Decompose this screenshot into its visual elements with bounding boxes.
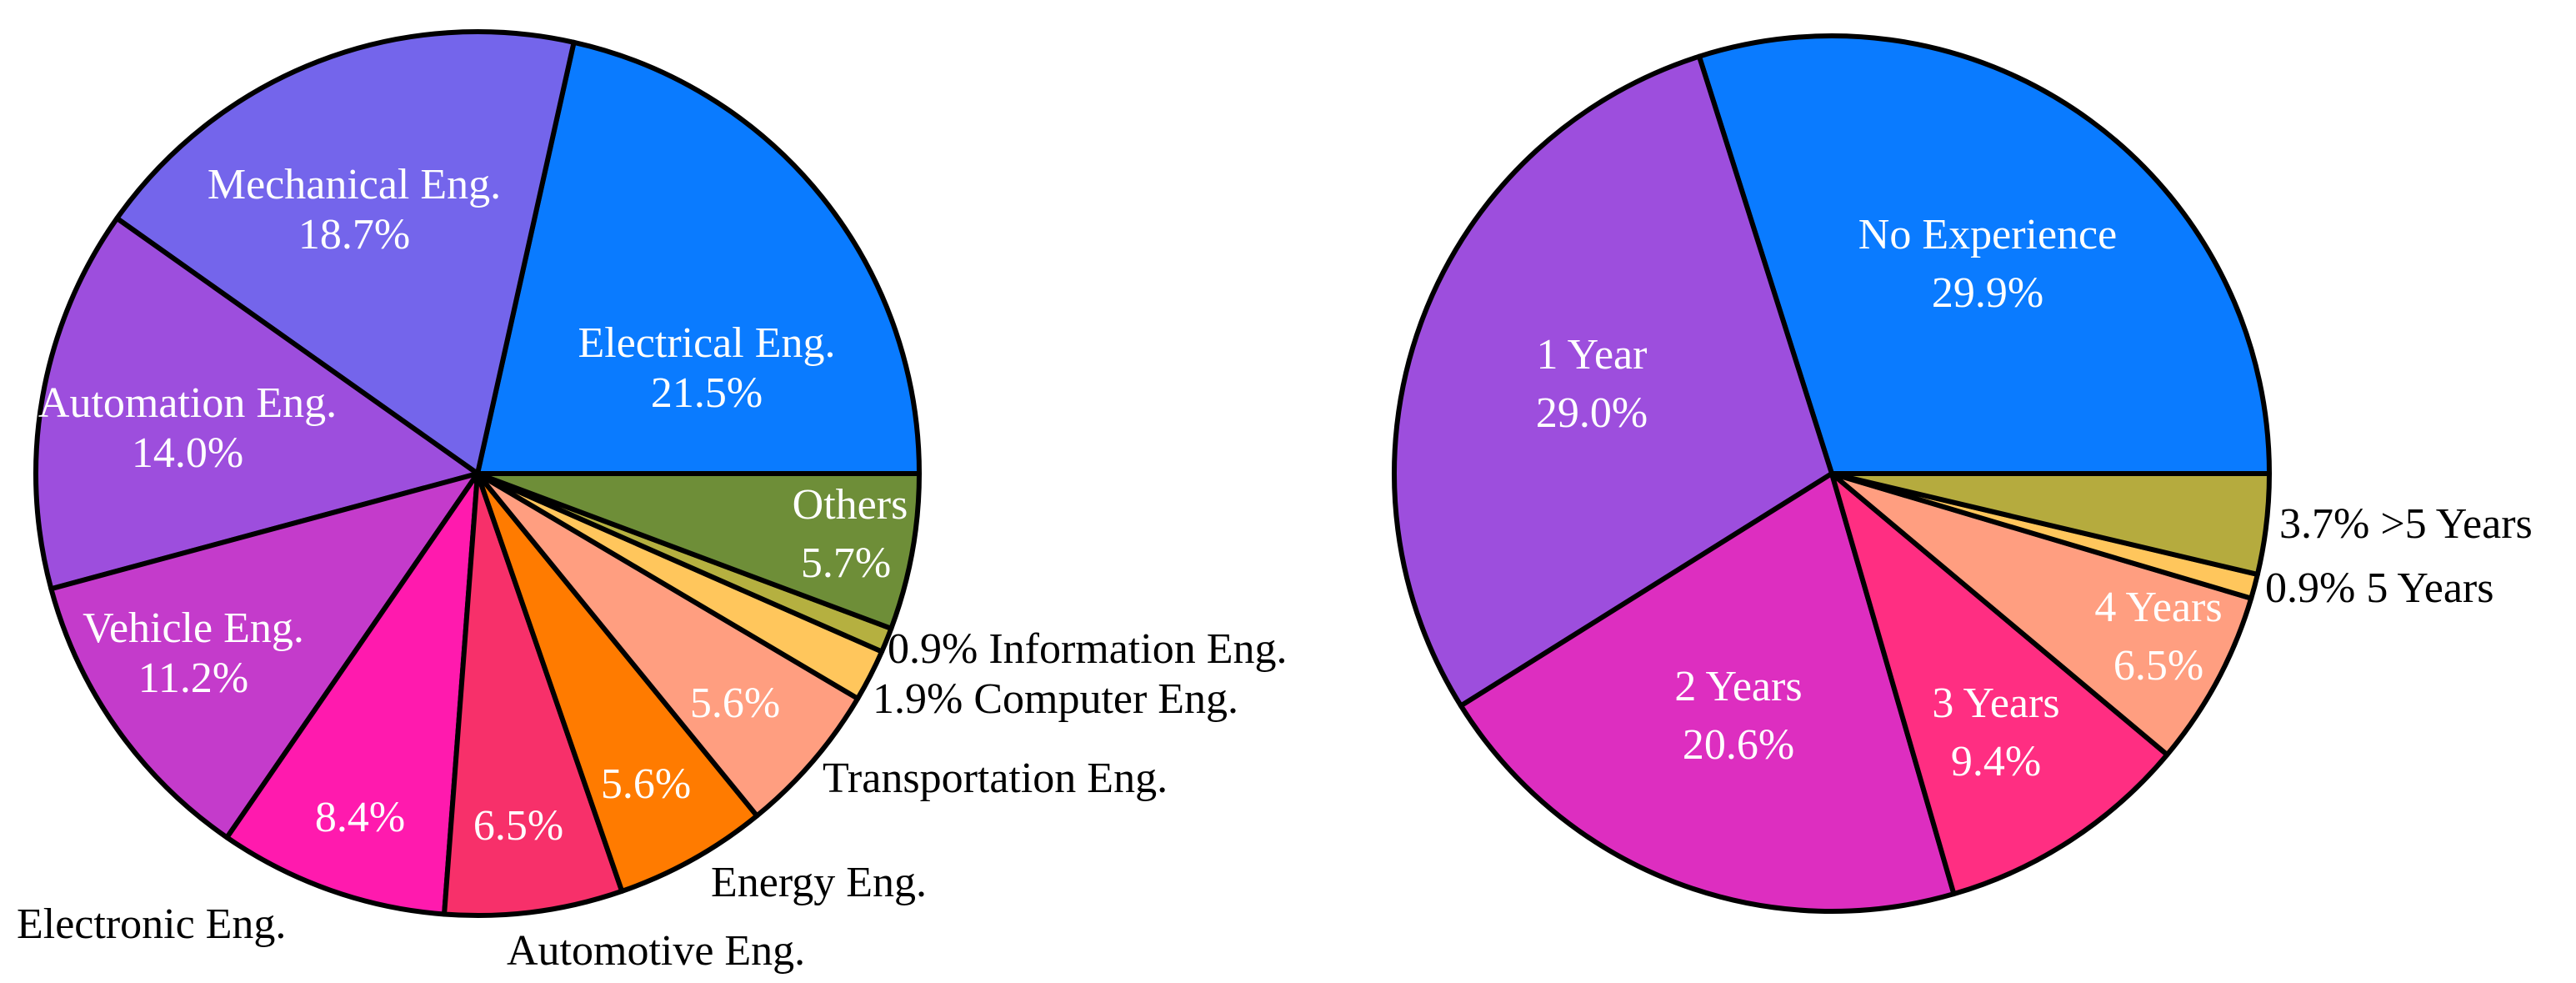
label-computer: 1.9% Computer Eng. — [873, 675, 1238, 723]
label-energy-pct: 5.6% — [601, 760, 691, 808]
label-no-experience-name: No Experience — [1858, 211, 2117, 258]
label-one-year-name: 1 Year — [1537, 331, 1648, 379]
label-mechanical-pct: 18.7% — [298, 211, 410, 258]
label-others-name: Others — [793, 481, 908, 529]
pie-slice-electronic-eng — [224, 471, 480, 917]
label-one-year-pct: 29.0% — [1536, 389, 1648, 437]
label-electrical-pct: 21.5% — [651, 369, 763, 417]
pie-slice-automation-eng — [33, 215, 480, 592]
label-automotive-pct: 6.5% — [473, 802, 563, 850]
label-transportation-name: Transportation Eng. — [823, 755, 1168, 802]
label-four-years-pct: 6.5% — [2113, 642, 2203, 690]
label-four-years-name: 4 Years — [2094, 584, 2222, 631]
label-transportation-pct: 5.6% — [690, 680, 780, 727]
label-energy-name: Energy Eng. — [711, 859, 927, 906]
pie-slice-mechanical-eng — [114, 29, 577, 476]
label-mechanical-name: Mechanical Eng. — [208, 161, 501, 208]
experience-pie-labels: No Experience 29.9% 1 Year 29.0% 2 Years… — [1536, 211, 2533, 785]
pie-slice-1-year — [1392, 53, 1834, 709]
pie-slice-no-experience — [1696, 33, 2272, 476]
pie-slice-3-years — [1829, 471, 2170, 897]
pie-slice-others — [475, 471, 922, 631]
pie-slice-4-years — [1829, 471, 2254, 758]
label-electrical-name: Electrical Eng. — [578, 319, 836, 367]
label-electronic-name: Electronic Eng. — [17, 900, 286, 948]
pie-slice-energy-eng — [475, 471, 760, 894]
label-more-five-years: 3.7% >5 Years — [2279, 500, 2533, 548]
pie-slice-transportation-eng — [475, 471, 861, 819]
label-automation-pct: 14.0% — [132, 429, 243, 477]
label-others-pct: 5.7% — [801, 539, 891, 587]
label-three-years-name: 3 Years — [1932, 680, 2059, 727]
pie-slice-electrical-eng — [475, 39, 922, 476]
label-automotive-name: Automotive Eng. — [507, 927, 805, 975]
label-three-years-pct: 9.4% — [1951, 738, 2041, 785]
label-five-years: 0.9% 5 Years — [2265, 564, 2493, 612]
pie-slice-5-years — [1829, 471, 2272, 577]
label-two-years-name: 2 Years — [1674, 663, 1802, 710]
pie-slice-automotive-eng — [442, 471, 625, 918]
label-no-experience-pct: 29.9% — [1932, 269, 2043, 317]
label-vehicle-pct: 11.2% — [138, 654, 248, 702]
major-pie-labels: Electrical Eng. 21.5% Mechanical Eng. 18… — [17, 161, 1287, 975]
label-electronic-pct: 8.4% — [315, 794, 405, 841]
pie-slice-2-years — [1458, 471, 1957, 914]
label-automation-name: Automation Eng. — [38, 379, 337, 427]
experience-pie-chart — [1392, 33, 2272, 914]
label-information: 0.9% Information Eng. — [888, 625, 1287, 673]
label-vehicle-name: Vehicle Eng. — [83, 604, 304, 652]
major-pie-chart — [33, 29, 922, 918]
pie-slice-vehicle-eng — [48, 471, 480, 840]
label-two-years-pct: 20.6% — [1683, 721, 1794, 769]
